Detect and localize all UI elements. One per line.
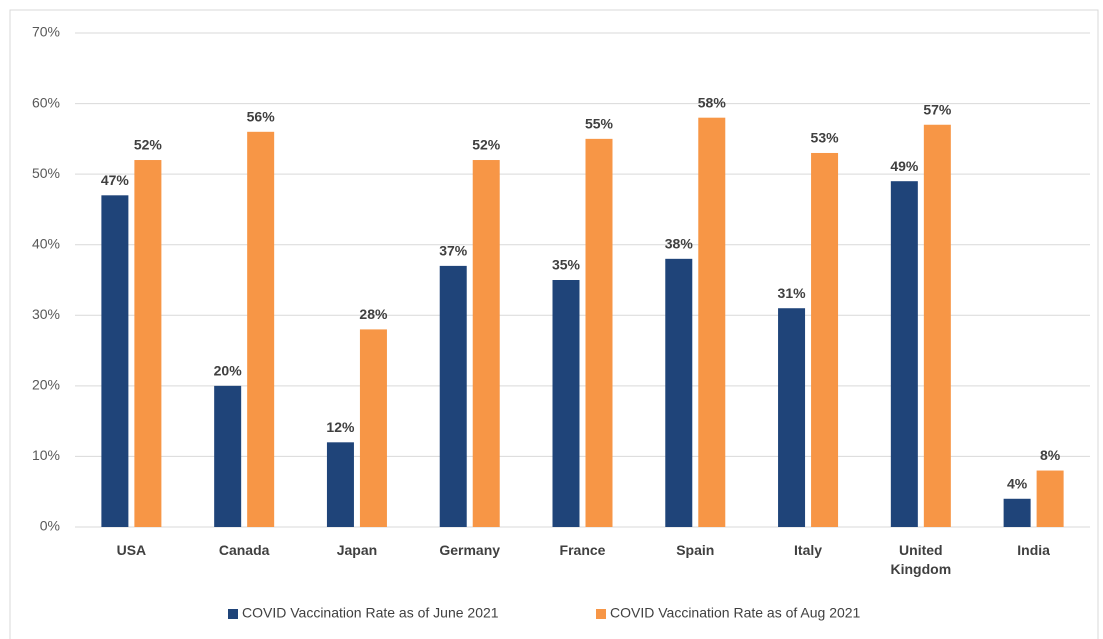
bar bbox=[326, 442, 354, 527]
data-label: 57% bbox=[923, 101, 952, 117]
data-label: 12% bbox=[326, 419, 355, 435]
x-tick-label: United Kingdom bbox=[890, 542, 952, 577]
x-tick-label: Italy bbox=[794, 542, 823, 558]
data-label: 20% bbox=[214, 363, 243, 379]
bar bbox=[359, 329, 387, 527]
x-tick-label: USA bbox=[116, 542, 147, 558]
y-tick-label: 40% bbox=[32, 235, 60, 251]
bar bbox=[214, 385, 242, 527]
data-label: 37% bbox=[439, 243, 468, 259]
x-tick-label: France bbox=[559, 542, 606, 558]
legend-swatch bbox=[596, 609, 606, 619]
bar bbox=[1036, 470, 1064, 527]
data-label: 56% bbox=[247, 109, 276, 125]
x-tick-label: Canada bbox=[218, 542, 270, 558]
chart-frame bbox=[9, 9, 1099, 639]
y-tick-label: 70% bbox=[32, 24, 60, 40]
bar bbox=[778, 308, 806, 527]
y-tick-label: 60% bbox=[32, 94, 60, 110]
x-tick-label: Japan bbox=[336, 542, 378, 558]
y-tick-label: 30% bbox=[32, 306, 60, 322]
data-label: 49% bbox=[890, 158, 919, 174]
y-tick-label: 10% bbox=[32, 447, 60, 463]
bar bbox=[134, 160, 162, 527]
data-label: 35% bbox=[552, 257, 581, 273]
x-tick-label: Spain bbox=[676, 542, 715, 558]
legend-label: COVID Vaccination Rate as of June 2021 bbox=[242, 605, 499, 621]
data-label: 8% bbox=[1040, 447, 1061, 463]
data-label: 53% bbox=[811, 130, 840, 146]
bar bbox=[552, 280, 580, 527]
bar bbox=[665, 258, 693, 527]
data-label: 55% bbox=[585, 116, 614, 132]
data-label: 47% bbox=[101, 172, 130, 188]
data-label: 28% bbox=[359, 306, 388, 322]
legend-swatch bbox=[228, 609, 238, 619]
bar bbox=[101, 195, 129, 528]
bar bbox=[811, 152, 839, 527]
legend-label: COVID Vaccination Rate as of Aug 2021 bbox=[610, 605, 861, 621]
bar bbox=[439, 265, 467, 527]
bar bbox=[1003, 498, 1031, 527]
x-tick-label: Germany bbox=[439, 542, 501, 558]
data-label: 31% bbox=[778, 285, 807, 301]
bar bbox=[698, 117, 726, 527]
bar bbox=[247, 131, 275, 528]
y-tick-label: 50% bbox=[32, 165, 60, 181]
data-label: 58% bbox=[698, 94, 727, 110]
bar bbox=[923, 124, 951, 527]
bar bbox=[585, 138, 613, 527]
y-tick-label: 20% bbox=[32, 377, 60, 393]
data-label: 4% bbox=[1007, 475, 1028, 491]
y-tick-label: 0% bbox=[40, 518, 60, 534]
data-label: 38% bbox=[665, 236, 694, 252]
data-label: 52% bbox=[134, 137, 163, 153]
bar bbox=[472, 160, 500, 527]
bar bbox=[890, 181, 918, 527]
x-tick-label: India bbox=[1017, 542, 1050, 558]
data-label: 52% bbox=[472, 137, 501, 153]
